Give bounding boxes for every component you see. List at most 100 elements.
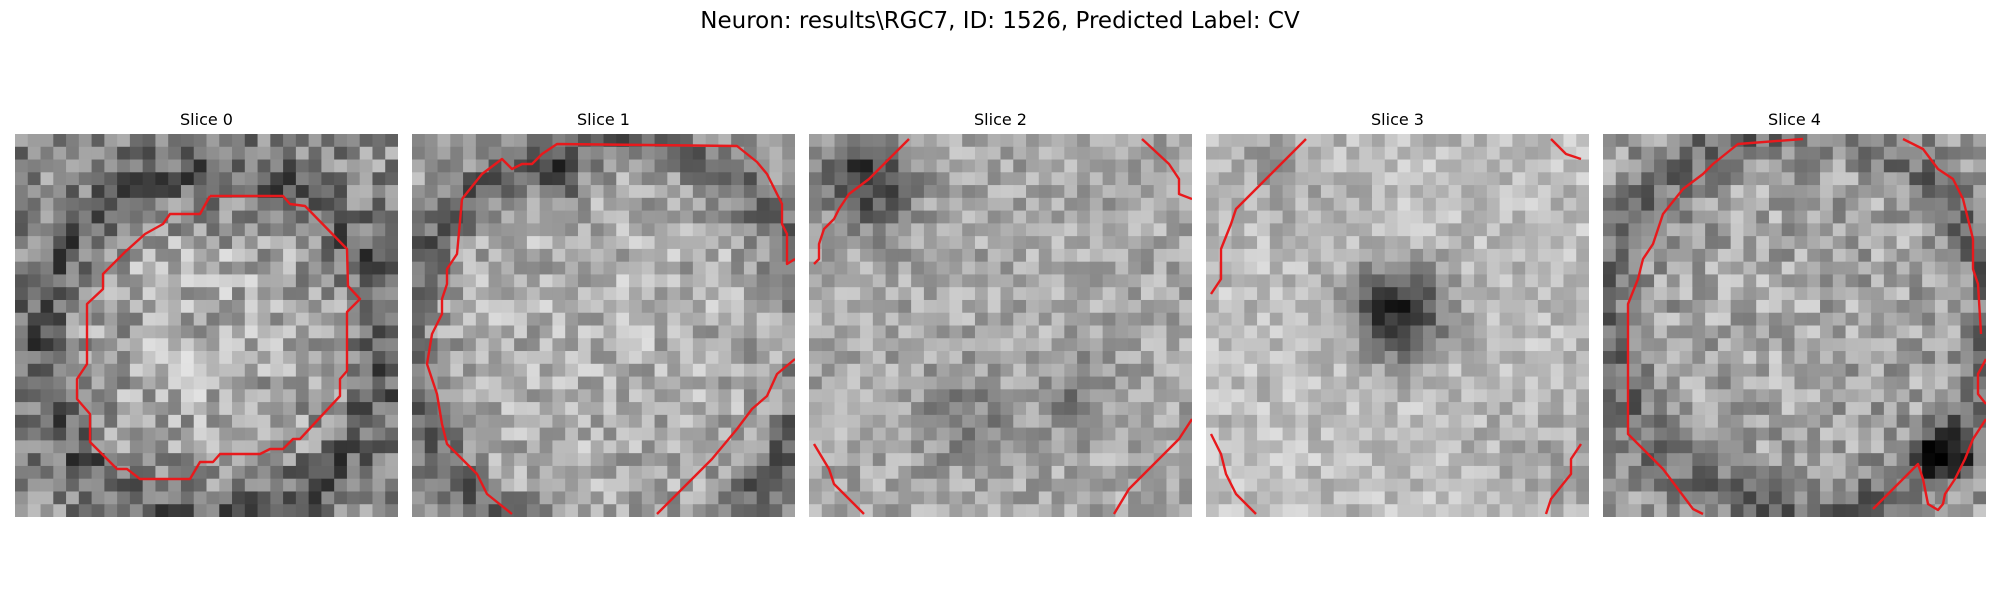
pixel: [437, 146, 451, 160]
pixel: [1550, 363, 1564, 377]
pixel: [1909, 440, 1923, 454]
pixel: [1206, 325, 1220, 339]
pixel: [1807, 197, 1821, 211]
pixel: [1089, 172, 1104, 186]
pixel: [718, 248, 732, 263]
pixel: [1730, 223, 1744, 237]
pixel: [488, 465, 502, 480]
pixel: [1832, 478, 1846, 492]
pixel: [616, 299, 630, 314]
pixel: [1320, 427, 1335, 441]
pixel: [1282, 159, 1296, 173]
pixel: [1756, 376, 1770, 390]
pixel: [1371, 223, 1386, 237]
pixel: [705, 376, 719, 390]
pixel: [424, 440, 438, 454]
pixel: [1794, 440, 1808, 454]
pixel: [577, 491, 592, 505]
pixel: [1218, 299, 1232, 314]
pixel: [385, 465, 398, 480]
pixel: [270, 363, 284, 377]
pixel: [1807, 491, 1821, 505]
pixel: [1922, 414, 1936, 429]
pixel: [834, 261, 848, 275]
pixel: [1064, 351, 1078, 365]
pixel: [206, 491, 220, 505]
segmentation-contour: [425, 198, 513, 515]
pixel: [923, 185, 938, 199]
pixel: [1064, 197, 1078, 211]
pixel: [1153, 159, 1167, 173]
pixel: [1832, 504, 1846, 517]
pixel: [936, 465, 950, 480]
pixel: [743, 287, 758, 301]
pixel: [1166, 325, 1180, 339]
pixel: [756, 248, 770, 263]
pixel: [1435, 274, 1449, 288]
pixel: [885, 491, 899, 505]
pixel: [1947, 363, 1961, 377]
pixel: [155, 453, 169, 467]
pixel: [1934, 478, 1949, 492]
pixel: [577, 363, 592, 377]
pixel: [756, 351, 770, 365]
pixel: [1896, 363, 1910, 377]
pixel: [539, 402, 553, 416]
pixel: [1615, 465, 1629, 480]
pixel: [1525, 248, 1539, 263]
pixel: [1743, 465, 1757, 480]
pixel: [1102, 261, 1116, 275]
pixel: [1410, 376, 1424, 390]
pixel: [117, 197, 131, 211]
pixel: [923, 376, 938, 390]
pixel: [1845, 185, 1859, 199]
pixel: [809, 287, 823, 301]
pixel: [257, 376, 271, 390]
pixel: [117, 134, 131, 148]
pixel: [1397, 351, 1411, 365]
pixel: [1603, 236, 1617, 250]
pixel: [974, 376, 989, 390]
pixel: [1705, 287, 1719, 301]
pixel: [1756, 185, 1770, 199]
pixel: [577, 274, 592, 288]
pixel: [1858, 134, 1872, 148]
pixel: [334, 414, 348, 429]
pixel: [731, 146, 745, 160]
pixel: [1295, 159, 1309, 173]
pixel: [1231, 504, 1245, 517]
pixel: [885, 223, 899, 237]
pixel: [15, 134, 29, 148]
pixel: [1896, 312, 1910, 326]
pixel: [1934, 376, 1949, 390]
pixel: [1397, 453, 1411, 467]
pixel: [219, 389, 233, 403]
pixel: [936, 172, 950, 186]
pixel: [1140, 287, 1155, 301]
pixel: [1064, 223, 1078, 237]
pixel: [488, 376, 502, 390]
pixel: [40, 146, 54, 160]
pixel: [1922, 172, 1936, 186]
pixel: [1115, 261, 1129, 275]
pixel: [1603, 453, 1617, 467]
pixel: [488, 414, 502, 429]
pixel: [193, 478, 207, 492]
pixel: [1064, 312, 1078, 326]
pixel: [1563, 210, 1577, 224]
pixel: [872, 274, 886, 288]
pixel: [1077, 261, 1091, 275]
pixel: [424, 312, 438, 326]
pixel: [821, 440, 835, 454]
pixel: [692, 146, 707, 160]
pixel: [667, 172, 681, 186]
pixel: [565, 491, 579, 505]
pixel: [1295, 274, 1309, 288]
pixel: [1166, 223, 1180, 237]
pixel: [1654, 427, 1668, 441]
pixel: [295, 274, 310, 288]
pixel: [450, 338, 464, 352]
pixel: [923, 248, 938, 263]
pixel: [590, 197, 604, 211]
pixel: [385, 427, 398, 441]
